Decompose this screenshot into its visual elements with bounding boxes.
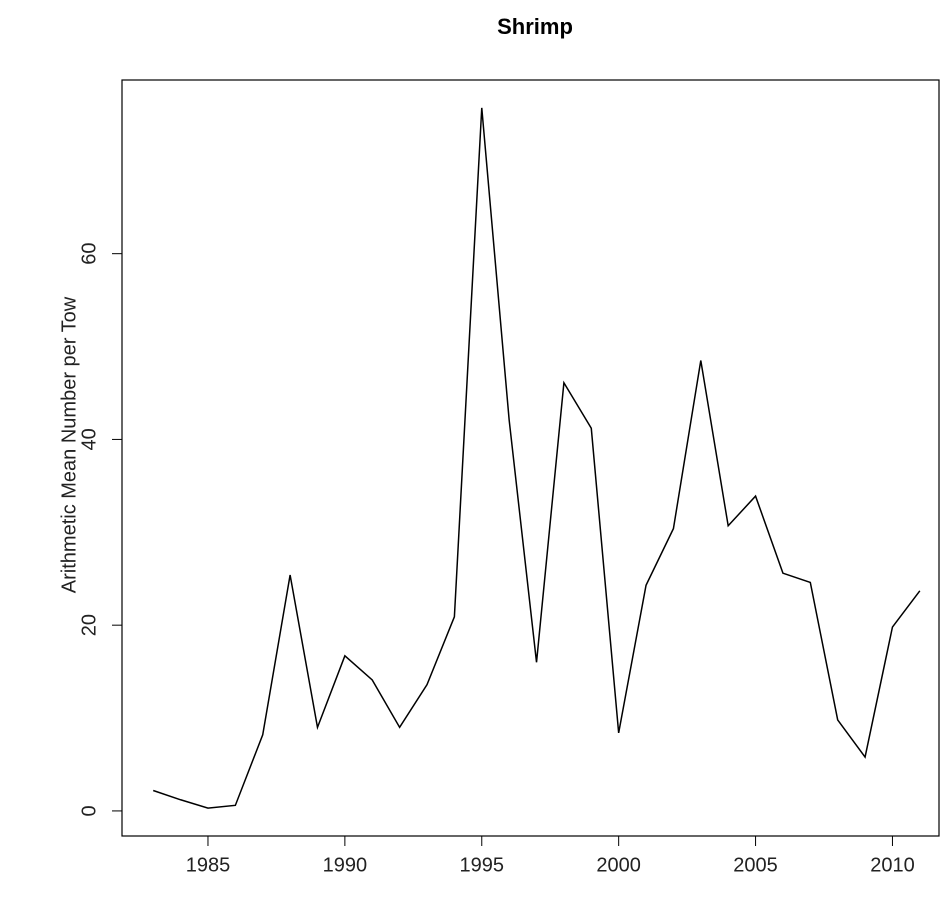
- y-tick-label: 0: [78, 805, 100, 816]
- x-tick-label: 1990: [323, 854, 368, 876]
- y-tick-label: 20: [78, 614, 100, 636]
- x-tick-label: 2010: [870, 854, 915, 876]
- y-tick-label: 60: [78, 243, 100, 265]
- y-axis-label: Arithmetic Mean Number per Tow: [58, 296, 80, 593]
- x-tick-label: 1995: [460, 854, 505, 876]
- x-tick-label: 1985: [186, 854, 231, 876]
- plot-box: [121, 79, 940, 837]
- y-tick-label: 40: [78, 428, 100, 450]
- x-tick-label: 2005: [733, 854, 778, 876]
- data-line: [152, 107, 921, 809]
- chart-title: Shrimp: [497, 14, 573, 39]
- x-tick-label: 2000: [596, 854, 641, 876]
